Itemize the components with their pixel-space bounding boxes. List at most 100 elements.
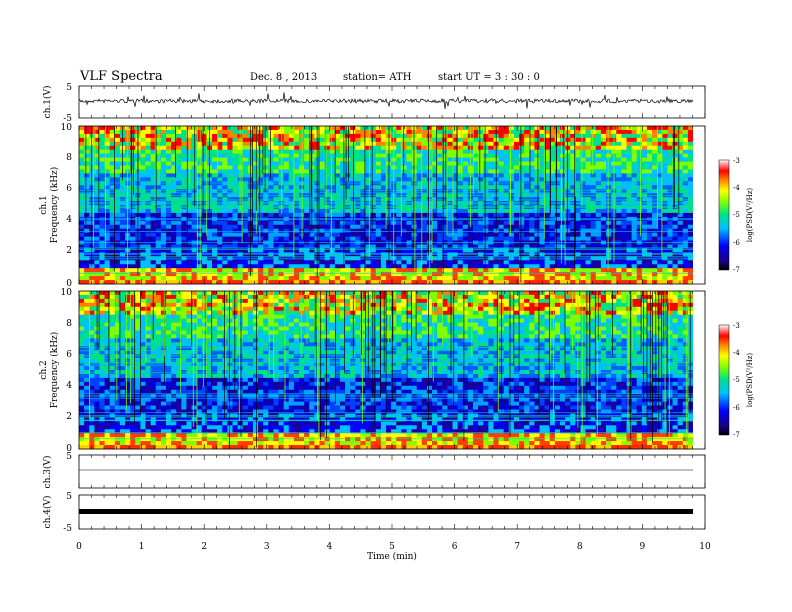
spec1-cell (483, 157, 489, 162)
spec1-cell (375, 161, 382, 166)
spec1-cell (293, 169, 300, 174)
spec1-cell (94, 272, 100, 277)
spec1-cell (636, 216, 643, 222)
spec1-cell (345, 126, 351, 131)
spec1-cell (191, 244, 197, 249)
spec1-cell (258, 161, 264, 166)
spec1-cell (155, 189, 162, 194)
spec1-cell (288, 129, 295, 135)
spec1-cell (472, 244, 479, 249)
spec1-cell (365, 232, 371, 237)
spec1-cell (339, 264, 346, 269)
spec1-cell (191, 169, 197, 174)
spec1-cell (176, 157, 182, 162)
spec1-cell (554, 216, 561, 222)
spec1-cell (539, 208, 545, 214)
spec1-cell (483, 153, 489, 158)
spec1-cell (478, 145, 484, 150)
spec1-cell (524, 149, 530, 154)
spec1-cell (503, 197, 510, 202)
spec1-cell (196, 153, 203, 158)
spec1-cell (595, 149, 602, 154)
spec1-cell (370, 248, 377, 253)
spec1-cell (222, 181, 228, 186)
spec1-cell (544, 185, 551, 190)
spec1-cell (641, 244, 648, 249)
spec1-cell (339, 232, 346, 237)
spec1-cell (606, 197, 612, 202)
spec1-cell (493, 248, 499, 253)
spec1-cell (329, 208, 336, 214)
spec1-cell (293, 137, 300, 143)
spec1-cell (595, 126, 602, 131)
spec1-cell (206, 276, 213, 281)
spec1-cell (488, 220, 494, 226)
spec1-cell (498, 248, 504, 253)
spec1-cell (247, 276, 254, 281)
spec1-cell (472, 220, 479, 226)
spec1-cell (84, 185, 90, 190)
spec1-cell (150, 260, 157, 265)
spec1-cell (242, 133, 249, 139)
spec1-cell (621, 280, 627, 285)
spec1-cell (595, 212, 602, 218)
spec1-cell (171, 189, 177, 194)
spec1-cell (181, 173, 187, 178)
spec1-cell (493, 264, 499, 269)
spec1-cell (334, 264, 341, 269)
spec1-cell (519, 268, 525, 273)
spec1-cell (329, 276, 336, 281)
spec1-cell (488, 181, 494, 186)
spec1-cell (483, 264, 489, 269)
spec1-cell (508, 149, 515, 154)
spec1-cell (355, 232, 361, 237)
spec1-cell (109, 157, 116, 162)
spec1-cell (549, 201, 556, 206)
spec1-cell (181, 280, 187, 285)
spec1-cell (682, 197, 689, 202)
spec1-cell (186, 197, 192, 202)
spec1-cell (652, 276, 658, 281)
spec1-cell (150, 264, 157, 269)
spec1-cell (544, 216, 551, 222)
spec1-cell (667, 129, 673, 135)
spec1-cell (258, 189, 264, 194)
spec1-cell (478, 260, 484, 265)
spec1-cell (554, 244, 561, 249)
spec1-cell (360, 201, 366, 206)
spec1-cell (570, 228, 576, 233)
spec1-cell (350, 264, 356, 269)
spec1-cell (263, 197, 269, 202)
spec1-cell (212, 216, 218, 222)
spec1-cell (631, 185, 638, 190)
spec1-cell (242, 212, 249, 218)
spec1-cell (575, 201, 581, 206)
spec1-cell (662, 260, 668, 265)
spec1-cell (84, 169, 90, 174)
spec1-cell (534, 280, 540, 285)
spec1-cell (677, 272, 684, 277)
spec1-cell (273, 208, 279, 214)
spec1-cell (462, 165, 469, 170)
spec1-cell (452, 177, 458, 182)
spec1-cell (621, 248, 627, 253)
spec1-cell (196, 133, 203, 139)
spec1-cell (222, 220, 228, 226)
spec1-cell (165, 141, 172, 147)
spec1-cell (196, 185, 203, 190)
spec1-cell (478, 137, 484, 143)
spec1-cell (580, 141, 586, 147)
spec1-cell (212, 137, 218, 143)
spec1-cell (416, 133, 423, 139)
spec1-cell (580, 161, 586, 166)
spec1-cell (519, 228, 525, 233)
spec1-cell (212, 276, 218, 281)
spec1-cell (283, 212, 290, 218)
spec1-cell (503, 224, 510, 229)
spec1-cell (662, 244, 668, 249)
spec1-cell (554, 280, 561, 285)
spec1-cell (79, 173, 85, 178)
spec1-cell (324, 228, 331, 233)
spec1-cell (570, 157, 576, 162)
spec1-cell (595, 145, 602, 150)
